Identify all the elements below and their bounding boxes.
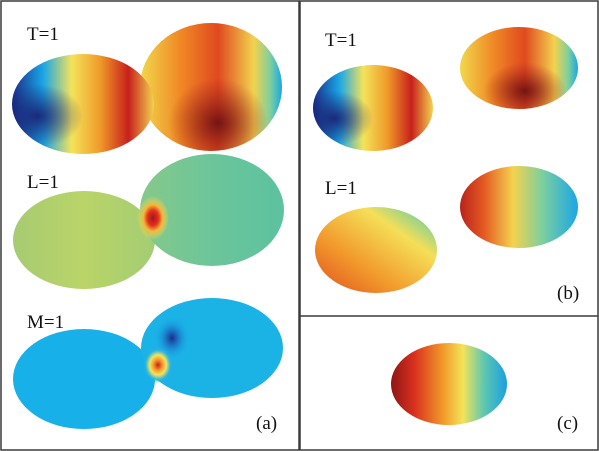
panel-caption-c: (c) [557, 413, 578, 434]
panel-c: (c) [391, 343, 578, 434]
panel-a-row-t: T=1 [12, 23, 282, 154]
row-label-b-l: L=1 [325, 178, 357, 199]
sphere-a-t-right-shade [140, 23, 282, 151]
panel-b-row-t: T=1 [313, 27, 578, 151]
sphere-a-l-right [140, 154, 284, 266]
panel-a: T=1 L=1 M=1 (a) [12, 23, 284, 434]
sphere-c [391, 343, 507, 425]
panel-caption-b: (b) [557, 283, 579, 304]
row-label-b-t: T=1 [325, 30, 357, 51]
panel-bc-frame [299, 0, 599, 451]
contact-spot-a-m [143, 347, 173, 383]
row-label-a-m: M=1 [27, 312, 64, 333]
row-label-a-t: T=1 [27, 24, 59, 45]
panel-b-row-l: L=1 [315, 166, 578, 293]
sphere-b-t-left-shade [313, 65, 433, 151]
sphere-b-l-right [460, 166, 578, 248]
sphere-a-m-left [13, 329, 155, 429]
sphere-a-l-left [13, 191, 155, 289]
row-label-a-l: L=1 [27, 172, 59, 193]
panel-a-row-m: M=1 [13, 298, 283, 429]
panel-a-frame [0, 0, 300, 451]
panel-a-row-l: L=1 [13, 154, 284, 289]
panel-caption-a: (a) [256, 413, 277, 434]
sphere-a-t-left-shade [12, 54, 154, 154]
sphere-b-l-left [315, 207, 437, 293]
contact-spot-a-l [137, 196, 169, 240]
sphere-b-t-right-shade [460, 27, 578, 109]
panel-b: T=1 L=1 (b) [313, 27, 579, 304]
